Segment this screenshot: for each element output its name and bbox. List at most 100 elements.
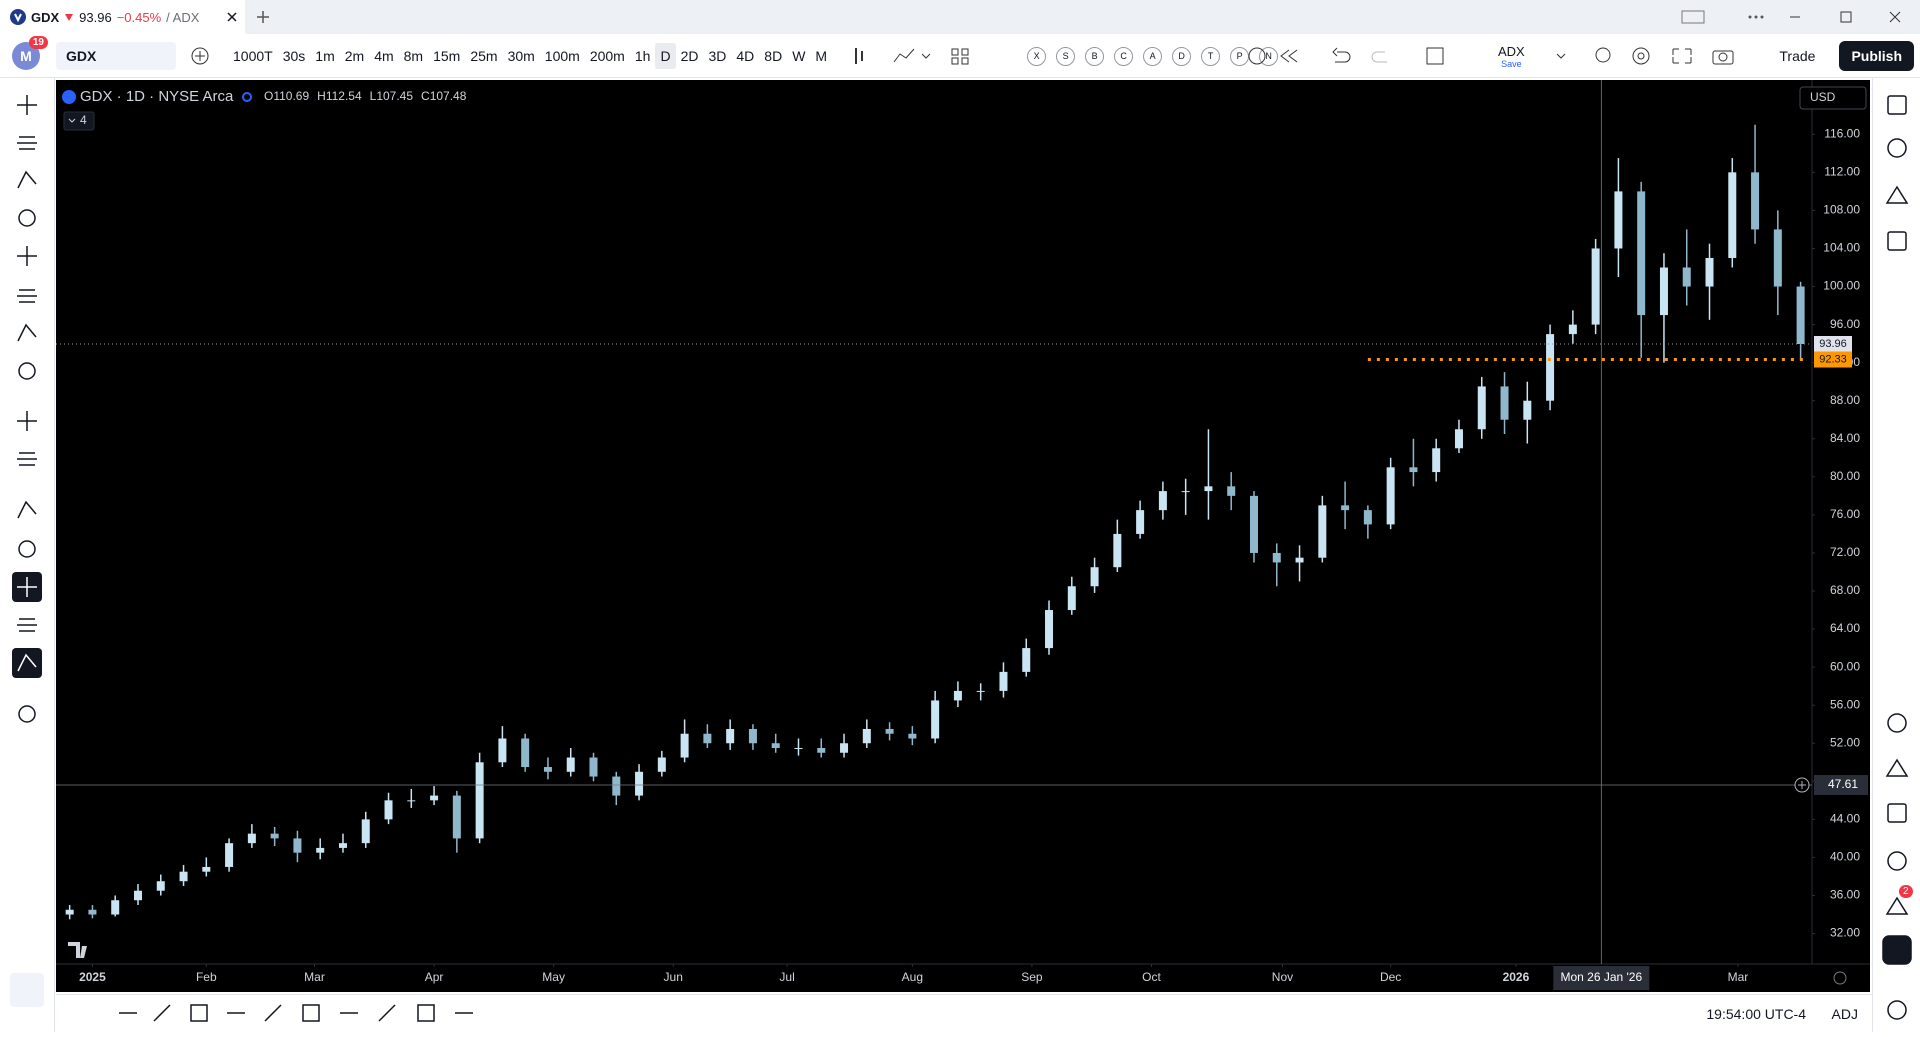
- y-tick-label: 96.00: [1830, 317, 1860, 331]
- bottom-icon[interactable]: [378, 1004, 396, 1022]
- interval[interactable]: 100m: [544, 48, 580, 64]
- interval[interactable]: 8D: [764, 48, 783, 64]
- symbol-search[interactable]: GDX: [56, 42, 176, 70]
- tool-icon[interactable]: [17, 289, 37, 303]
- interval[interactable]: 3D: [708, 48, 727, 64]
- sidebar-icon[interactable]: [1887, 713, 1907, 733]
- sidebar-icon[interactable]: [1887, 803, 1907, 823]
- sidebar-icon[interactable]: [1887, 138, 1907, 158]
- toolbar-letter[interactable]: D: [1172, 46, 1192, 66]
- trade-button[interactable]: Trade: [1779, 48, 1816, 64]
- interval[interactable]: 200m: [589, 48, 625, 64]
- toolbar-letter[interactable]: X: [1027, 46, 1047, 66]
- tool-icon[interactable]: [18, 540, 36, 558]
- interval[interactable]: 1m: [315, 48, 335, 64]
- toolbar-letter[interactable]: P: [1230, 46, 1250, 66]
- publish-button[interactable]: Publish: [1839, 41, 1914, 71]
- toolbar-letter[interactable]: A: [1143, 46, 1163, 66]
- bottom-icon[interactable]: [302, 1004, 320, 1022]
- candle: [1067, 576, 1076, 615]
- legend-title: GDX · 1D · NYSE Arca: [80, 88, 234, 105]
- candle-body: [1227, 486, 1236, 496]
- interval[interactable]: 2m: [344, 48, 365, 64]
- tool-icon[interactable]: [17, 95, 37, 115]
- tab[interactable]: GDX 93.96 −0.45% / ADX: [0, 0, 245, 34]
- candle-body: [1272, 552, 1281, 563]
- interval[interactable]: 15m: [433, 48, 461, 64]
- tool-icon[interactable]: [18, 209, 36, 227]
- candle: [361, 811, 370, 848]
- toolbar-letter[interactable]: N: [1259, 46, 1279, 66]
- candle: [703, 724, 712, 749]
- close-tab[interactable]: [226, 11, 238, 23]
- settings-icon: [1833, 971, 1847, 985]
- candle-body: [521, 738, 530, 768]
- y-tick-label: 44.00: [1830, 812, 1860, 826]
- avatar-badge: 19: [28, 36, 48, 49]
- tool-icon[interactable]: [17, 500, 37, 519]
- tool-icon[interactable]: [17, 246, 37, 266]
- candle: [475, 752, 484, 844]
- interval[interactable]: 4D: [736, 48, 755, 64]
- sidebar-icon[interactable]: [1887, 1000, 1907, 1020]
- down-arrow: [65, 14, 74, 21]
- interval[interactable]: 30m: [507, 48, 535, 64]
- sidebar-icon[interactable]: [1887, 231, 1907, 251]
- indicator[interactable]: ADX Save: [1481, 44, 1541, 69]
- tool-icon[interactable]: [17, 411, 37, 431]
- interval[interactable]: 25m: [470, 48, 498, 64]
- y-tick-label: 100.00: [1823, 279, 1860, 293]
- candle-body: [498, 738, 507, 763]
- bottom-icon[interactable]: [417, 1004, 435, 1022]
- tool-icon[interactable]: [12, 572, 42, 602]
- candle: [498, 726, 507, 768]
- interval[interactable]: 30s: [282, 48, 306, 64]
- x-tick-label: Oct: [1142, 970, 1161, 984]
- last-price-box: [1814, 335, 1852, 352]
- tool-icon[interactable]: [17, 323, 37, 342]
- tool-icon[interactable]: [17, 618, 37, 632]
- candle-body: [840, 743, 849, 753]
- adj[interactable]: ADJ: [1831, 1006, 1858, 1022]
- tool-icon[interactable]: [17, 170, 37, 189]
- interval[interactable]: 2D: [680, 48, 699, 64]
- interval[interactable]: M: [815, 48, 828, 64]
- tool-icon[interactable]: [18, 705, 36, 723]
- candle-body: [1546, 334, 1555, 401]
- toolbar-letter[interactable]: T: [1201, 46, 1221, 66]
- interval[interactable]: W: [792, 48, 806, 64]
- interval[interactable]: 8m: [403, 48, 424, 64]
- toolbar-letter[interactable]: S: [1056, 46, 1076, 66]
- glyph: [17, 289, 37, 303]
- candle-body: [794, 748, 803, 750]
- compare[interactable]: [190, 46, 218, 66]
- avatar[interactable]: M 19: [12, 36, 48, 70]
- tool-icon[interactable]: [17, 452, 37, 466]
- candle: [817, 738, 826, 758]
- toolbar-letter[interactable]: C: [1114, 46, 1134, 66]
- toolbar-letter[interactable]: B: [1085, 46, 1105, 66]
- interval[interactable]: 1000T: [233, 48, 273, 64]
- tool-icon[interactable]: [12, 648, 42, 678]
- sidebar-icon[interactable]: [1887, 851, 1907, 871]
- interval[interactable]: 1h: [634, 48, 651, 64]
- sidebar-icon[interactable]: [1887, 95, 1907, 115]
- sidebar-icon[interactable]: [1885, 896, 1909, 915]
- candle: [338, 833, 347, 853]
- interval[interactable]: D: [655, 43, 676, 69]
- intervals: 1000T 30s 1m 2m 4m 8m 15m 25m 30m 100m 200m 1h D 2D 3D…: [228, 34, 832, 78]
- candle: [1158, 481, 1167, 520]
- bottom-icon[interactable]: [190, 1004, 208, 1022]
- bottom-icon[interactable]: [264, 1004, 282, 1022]
- indicator-save: Save: [1501, 58, 1522, 69]
- sidebar-icon[interactable]: [1885, 758, 1909, 777]
- tool-icon[interactable]: [17, 136, 37, 150]
- bottom-icon[interactable]: [153, 1004, 171, 1022]
- interval[interactable]: 4m: [374, 48, 394, 64]
- tool-icon[interactable]: [18, 362, 36, 380]
- sidebar-icon[interactable]: [1885, 185, 1909, 204]
- sidebar-icon[interactable]: [1882, 935, 1912, 965]
- tab-symbol: GDX: [31, 9, 60, 25]
- glyph: [417, 1004, 435, 1022]
- new-tab[interactable]: [256, 10, 270, 24]
